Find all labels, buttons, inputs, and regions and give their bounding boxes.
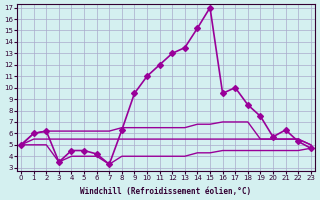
X-axis label: Windchill (Refroidissement éolien,°C): Windchill (Refroidissement éolien,°C) <box>80 187 252 196</box>
